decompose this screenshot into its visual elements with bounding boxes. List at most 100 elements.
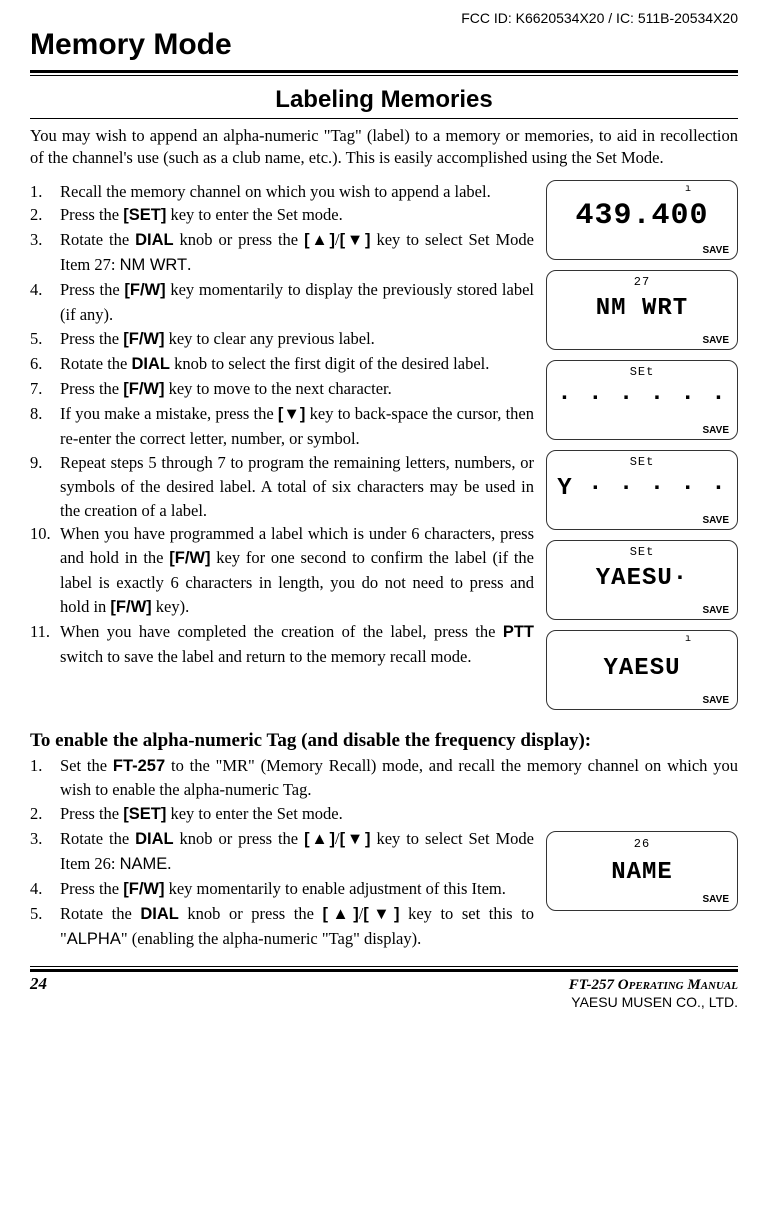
list-item: 4.Press the [F/W] key momentarily to dis… <box>30 278 738 327</box>
page-footer: 24 FT-257 Operating Manual YAESU MUSEN C… <box>30 966 738 1010</box>
step-text: key to move to the next character. <box>164 379 391 398</box>
key-label: DIAL <box>140 905 179 923</box>
list-item: 2.Press the [SET] key to enter the Set m… <box>30 802 738 827</box>
chapter-title: Memory Mode <box>30 28 738 62</box>
step-text: key). <box>152 597 190 616</box>
step-number: 2. <box>30 802 56 826</box>
step-text: key to enter the Set mode. <box>166 205 342 224</box>
page-number: 24 <box>30 974 47 994</box>
key-label: DIAL <box>135 830 174 848</box>
step-text: When you have completed the creation of … <box>60 622 503 641</box>
key-label: [▼] <box>278 405 306 423</box>
company-name: YAESU MUSEN CO., LTD. <box>30 994 738 1010</box>
procedure-steps-2: 1.Set the FT-257 to the "MR" (Memory Rec… <box>30 754 738 952</box>
key-label: DIAL <box>135 231 174 249</box>
step-number: 2. <box>30 203 56 227</box>
list-item: 7.Press the [F/W] key to move to the nex… <box>30 377 738 402</box>
step-text: Rotate the <box>60 829 135 848</box>
key-label: [SET] <box>123 206 166 224</box>
thin-rule <box>30 118 738 119</box>
step-text: key to clear any previous label. <box>164 329 374 348</box>
footer-rule <box>30 966 738 972</box>
step-text: switch to save the label and return to t… <box>60 647 471 666</box>
manual-page: FCC ID: K6620534X20 / IC: 511B-20534X20 … <box>0 0 768 1025</box>
key-label: [▲] <box>304 231 335 249</box>
list-item: 9.Repeat steps 5 through 7 to program th… <box>30 451 738 523</box>
main-layout: ı439.400SAVE27NM WRTSAVESEt· · · · · ·SA… <box>30 180 738 952</box>
key-label: [F/W] <box>123 380 164 398</box>
list-item: 11.When you have completed the creation … <box>30 620 738 669</box>
key-label: [▼] <box>340 231 371 249</box>
step-text: " (enabling the alpha-numeric "Tag" disp… <box>121 929 421 948</box>
key-label: PTT <box>503 623 534 641</box>
step-number: 3. <box>30 228 56 252</box>
step-text: Repeat steps 5 through 7 to program the … <box>60 453 534 520</box>
step-text: knob or press the <box>174 829 304 848</box>
footer-row: 24 FT-257 Operating Manual <box>30 974 738 994</box>
step-text: Press the <box>60 329 123 348</box>
step-number: 1. <box>30 180 56 204</box>
manual-name: FT-257 Operating Manual <box>569 977 738 994</box>
step-number: 5. <box>30 327 56 351</box>
key-label: [F/W] <box>124 281 165 299</box>
step-text: Press the <box>60 804 123 823</box>
key-label: [F/W] <box>169 549 210 567</box>
step-number: 1. <box>30 754 56 778</box>
step-text: . <box>167 854 171 873</box>
step-text: Press the <box>60 879 123 898</box>
step-text: Recall the memory channel on which you w… <box>60 182 491 201</box>
list-item: 10.When you have programmed a label whic… <box>30 522 738 620</box>
step-number: 11. <box>30 620 56 644</box>
step-number: 3. <box>30 827 56 851</box>
step-text: If you make a mistake, press the <box>60 404 278 423</box>
step-text: Rotate the <box>60 354 131 373</box>
key-label: FT-257 <box>113 757 165 775</box>
step-text: Set the <box>60 756 113 775</box>
key-label: [F/W] <box>110 598 151 616</box>
step-text: Rotate the <box>60 230 135 249</box>
step-text: Press the <box>60 205 123 224</box>
subsection-heading: To enable the alpha-numeric Tag (and dis… <box>30 730 738 752</box>
key-label: [SET] <box>123 805 166 823</box>
step-number: 4. <box>30 877 56 901</box>
step-number: 9. <box>30 451 56 475</box>
key-label: [▲] <box>304 830 335 848</box>
step-number: 4. <box>30 278 56 302</box>
step-text: knob or press the <box>174 230 304 249</box>
intro-paragraph: You may wish to append an alpha-numeric … <box>30 125 738 170</box>
step-text: Rotate the <box>60 904 140 923</box>
procedure-2-wrap: 1.Set the FT-257 to the "MR" (Memory Rec… <box>30 754 738 952</box>
code-text: NM WRT <box>120 256 188 274</box>
list-item: 6.Rotate the DIAL knob to select the fir… <box>30 352 738 377</box>
step-number: 6. <box>30 352 56 376</box>
list-item: 4.Press the [F/W] key momentarily to ena… <box>30 877 738 902</box>
step-text: . <box>187 255 191 274</box>
list-item: 5.Rotate the DIAL knob or press the [▲]/… <box>30 902 738 952</box>
key-label: [F/W] <box>123 330 164 348</box>
step-text: knob to select the first digit of the de… <box>170 354 489 373</box>
key-label: [▲] <box>323 905 359 923</box>
double-rule <box>30 70 738 76</box>
list-item: 1.Recall the memory channel on which you… <box>30 180 738 204</box>
key-label: [▼] <box>340 830 371 848</box>
step-number: 8. <box>30 402 56 426</box>
step-number: 7. <box>30 377 56 401</box>
key-label: [▼] <box>363 905 399 923</box>
list-item: 1.Set the FT-257 to the "MR" (Memory Rec… <box>30 754 738 803</box>
list-item: 5.Press the [F/W] key to clear any previ… <box>30 327 738 352</box>
step-number: 5. <box>30 902 56 926</box>
step-number: 10. <box>30 522 56 546</box>
code-text: NAME <box>120 855 168 873</box>
procedure-steps-1: 1.Recall the memory channel on which you… <box>30 180 738 669</box>
step-text: key momentarily to enable adjustment of … <box>164 879 505 898</box>
list-item: 3.Rotate the DIAL knob or press the [▲]/… <box>30 228 738 278</box>
list-item: 8.If you make a mistake, press the [▼] k… <box>30 402 738 451</box>
lcd-save-indicator: SAVE <box>703 695 730 706</box>
code-text: ALPHA <box>67 930 121 948</box>
step-text: knob or press the <box>179 904 323 923</box>
key-label: [F/W] <box>123 880 164 898</box>
key-label: DIAL <box>131 355 170 373</box>
list-item: 3.Rotate the DIAL knob or press the [▲]/… <box>30 827 738 877</box>
list-item: 2.Press the [SET] key to enter the Set m… <box>30 203 738 228</box>
step-text: Press the <box>60 280 124 299</box>
